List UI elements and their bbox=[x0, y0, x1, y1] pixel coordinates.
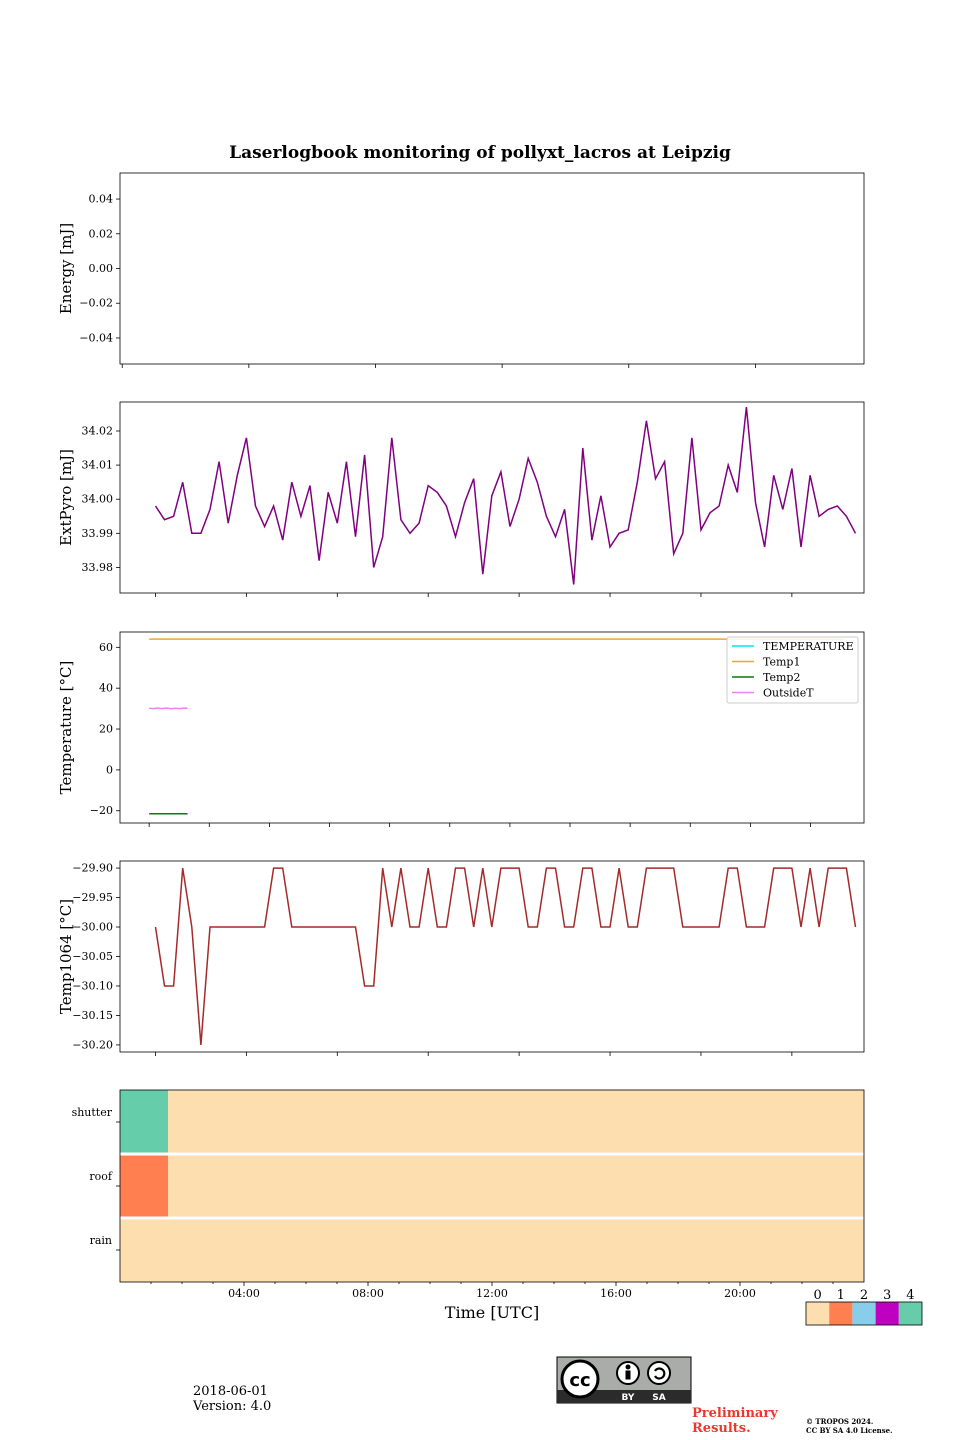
y-tick-label: −20 bbox=[90, 804, 113, 817]
heatmap-cell-roof bbox=[168, 1154, 865, 1218]
heatmap-cell-roof bbox=[120, 1154, 169, 1218]
y-tick-label: 33.99 bbox=[82, 527, 114, 540]
y-tick-label: 33.98 bbox=[82, 561, 114, 574]
heatmap-cell-rain bbox=[120, 1218, 864, 1282]
y-tick-label: −30.20 bbox=[72, 1038, 113, 1051]
axes-frame bbox=[119, 172, 865, 365]
x-tick-label: 08:00 bbox=[352, 1287, 384, 1300]
sa-share-icon bbox=[647, 1361, 671, 1385]
axes-frame bbox=[119, 631, 865, 824]
row-label-rain: rain bbox=[90, 1234, 112, 1247]
legend-label: Temp1 bbox=[763, 656, 800, 669]
series-line-outsidet bbox=[149, 707, 188, 710]
y-tick-label: 34.01 bbox=[82, 459, 114, 472]
panel-status: shutter roof rain 04:00 08:00 12:00 16:00 20:00… bbox=[72, 1089, 865, 1322]
axes-frame bbox=[119, 401, 865, 594]
legend-label: TEMPERATURE bbox=[763, 640, 854, 653]
y-axis-label: ExtPyro [mJ] bbox=[57, 449, 75, 546]
y-tick-label: −30.15 bbox=[72, 1009, 113, 1022]
preliminary-line-1: Preliminary bbox=[692, 1406, 778, 1421]
y-tick-label: −0.04 bbox=[79, 331, 113, 344]
legend-label: Temp2 bbox=[763, 671, 800, 684]
series-line-temp1064 bbox=[154, 867, 857, 1045]
y-tick-label: −30.00 bbox=[72, 921, 113, 934]
preliminary-notice: Preliminary Results. bbox=[692, 1406, 778, 1436]
y-tick-label: 34.00 bbox=[82, 493, 114, 506]
panel-temp1064: −29.90 −29.95 −30.00 −30.05 −30.10 −30.15 −30.… bbox=[57, 860, 865, 1056]
y-axis-label: Temperature [°C] bbox=[57, 661, 75, 795]
x-tick-label: 12:00 bbox=[476, 1287, 508, 1300]
cc-logo-icon bbox=[560, 1359, 600, 1399]
row-label-shutter: shutter bbox=[72, 1106, 113, 1119]
panel-energy: 0.04 0.02 0.00 −0.02 −0.04 Energy [mJ] bbox=[57, 172, 865, 368]
panel-extpyro: 34.02 34.01 34.00 33.99 33.98 ExtPyro [mJ] bbox=[57, 401, 865, 597]
colorbar-label-3: 3 bbox=[883, 1288, 891, 1303]
by-person-body bbox=[625, 1370, 631, 1380]
colorbar-label-2: 2 bbox=[860, 1288, 868, 1303]
heatmap-cell-shutter bbox=[168, 1090, 865, 1154]
y-tick-label: 40 bbox=[99, 682, 113, 695]
cc-by-sa-icon: cc BY SA bbox=[556, 1356, 692, 1404]
cc-by-label: BY bbox=[622, 1393, 635, 1403]
y-tick-label: 60 bbox=[99, 641, 113, 654]
cc-logo-text: cc bbox=[569, 1370, 590, 1391]
y-tick-label: −29.95 bbox=[72, 891, 113, 904]
axes-frame bbox=[119, 860, 865, 1053]
figure-title: Laserlogbook monitoring of pollyxt_lacro… bbox=[229, 143, 731, 163]
colorbar-swatch-4 bbox=[898, 1302, 922, 1325]
panel-temperature: 60 40 20 0 −20 Temperature [°C] TEMPERATURE Tem… bbox=[57, 631, 865, 827]
colorbar-label-4: 4 bbox=[906, 1288, 914, 1303]
y-tick-label: 0.04 bbox=[89, 193, 114, 206]
date-version-block: 2018-06-01 Version: 4.0 bbox=[193, 1384, 271, 1414]
copyright-notice: © TROPOS 2024. CC BY SA 4.0 License. bbox=[806, 1417, 893, 1435]
copyright-line-1: © TROPOS 2024. bbox=[806, 1417, 874, 1426]
y-axis-label: Temp1064 [°C] bbox=[57, 899, 75, 1014]
y-tick-label: 0.00 bbox=[89, 262, 114, 275]
y-tick-label: 0 bbox=[106, 763, 113, 776]
version-label: Version: 4.0 bbox=[193, 1399, 272, 1414]
y-tick-label: 0.02 bbox=[89, 227, 114, 240]
sa-share-arrow bbox=[654, 1367, 666, 1380]
x-axis-label: Time [UTC] bbox=[445, 1303, 539, 1322]
colorbar-label-1: 1 bbox=[837, 1288, 845, 1303]
colorbar-swatch-3 bbox=[875, 1302, 899, 1325]
y-tick-label: −30.10 bbox=[72, 979, 113, 992]
colorbar-label-0: 0 bbox=[813, 1288, 821, 1303]
preliminary-line-2: Results. bbox=[692, 1421, 751, 1436]
y-tick-label: 34.02 bbox=[82, 424, 114, 437]
y-tick-label: 20 bbox=[99, 723, 113, 736]
legend-box bbox=[726, 636, 859, 704]
series-line-extpyro bbox=[154, 407, 857, 585]
colorbar-frame bbox=[805, 1301, 923, 1326]
row-label-roof: roof bbox=[89, 1170, 113, 1183]
y-tick-label: −30.05 bbox=[72, 950, 113, 963]
heatmap-cell-shutter bbox=[120, 1090, 169, 1154]
y-tick-label: −0.02 bbox=[79, 297, 113, 310]
date-label: 2018-06-01 bbox=[193, 1384, 268, 1399]
colorbar-swatch-1 bbox=[829, 1302, 853, 1325]
colorbar-swatch-0 bbox=[806, 1302, 830, 1325]
cc-sa-label: SA bbox=[652, 1393, 665, 1403]
x-tick-label: 20:00 bbox=[724, 1287, 756, 1300]
colorbar-swatch-2 bbox=[852, 1302, 876, 1325]
x-tick-label: 16:00 bbox=[600, 1287, 632, 1300]
y-tick-label: −29.90 bbox=[72, 862, 113, 875]
by-person-head bbox=[625, 1364, 631, 1370]
x-tick-label: 04:00 bbox=[228, 1287, 260, 1300]
y-axis-label: Energy [mJ] bbox=[57, 223, 75, 314]
legend-label: OutsideT bbox=[763, 687, 814, 700]
copyright-line-2: CC BY SA 4.0 License. bbox=[806, 1426, 893, 1435]
